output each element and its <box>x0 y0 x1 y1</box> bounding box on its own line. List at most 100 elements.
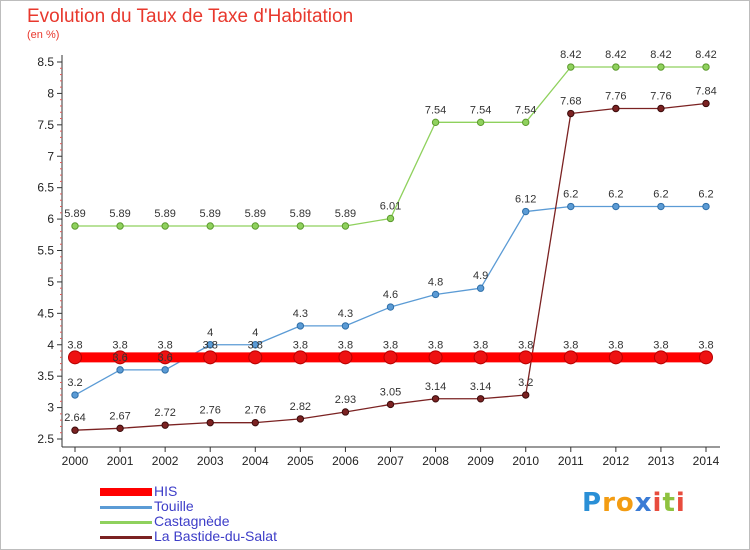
data-point <box>296 222 305 230</box>
x-tick-label: 2003 <box>197 454 224 468</box>
data-label: 5.89 <box>245 208 266 220</box>
data-point <box>386 303 395 311</box>
data-label: 3.8 <box>608 339 623 351</box>
data-point <box>386 400 395 409</box>
data-point <box>431 290 440 299</box>
data-point <box>71 426 79 434</box>
y-tick-label: 7 <box>47 149 54 163</box>
data-label: 3.8 <box>248 339 263 351</box>
legend-item-touille[interactable]: Touille <box>100 498 360 514</box>
logo-letter: x <box>634 488 653 518</box>
x-tick-label: 2002 <box>152 454 179 468</box>
data-label: 8.42 <box>650 49 671 61</box>
data-label: 3.8 <box>518 339 533 351</box>
data-point <box>612 202 620 211</box>
x-tick-label: 2004 <box>242 454 269 468</box>
data-label: 7.76 <box>605 90 626 102</box>
data-point <box>251 222 259 230</box>
data-label: 3.8 <box>653 339 668 351</box>
data-point <box>296 322 305 330</box>
data-label: 3.2 <box>67 377 82 389</box>
x-tick-label: 2010 <box>512 454 539 468</box>
data-point <box>657 63 665 71</box>
data-label: 3.6 <box>157 352 172 364</box>
data-label: 6.01 <box>380 200 401 212</box>
data-point <box>522 118 530 127</box>
data-point <box>386 214 395 223</box>
data-label: 5.89 <box>109 208 130 220</box>
logo-letter: i <box>652 488 663 518</box>
data-label: 3.8 <box>157 339 172 351</box>
data-point-his <box>203 350 218 365</box>
data-label: 6.2 <box>653 189 668 201</box>
legend-item-la-bastide-du-salat[interactable]: La Bastide-du-Salat <box>100 528 360 544</box>
data-point <box>116 222 124 230</box>
data-label: 7.54 <box>470 104 491 116</box>
data-point <box>206 222 214 230</box>
x-tick-label: 2011 <box>558 454 584 468</box>
legend-label: Castagnède <box>154 513 230 529</box>
legend-item-his[interactable]: HIS <box>100 483 360 499</box>
data-point <box>161 366 169 374</box>
data-point-his <box>518 350 533 365</box>
data-point <box>567 109 575 118</box>
data-point <box>341 408 350 416</box>
data-point-his <box>248 350 263 365</box>
y-tick-label: 5 <box>47 275 54 289</box>
y-tick-label: 6 <box>47 212 54 226</box>
data-label: 2.64 <box>64 412 85 424</box>
logo-letter: i <box>675 488 686 518</box>
logo-letter: r <box>602 488 616 518</box>
x-tick-label: 2000 <box>62 454 89 468</box>
data-label: 7.76 <box>650 90 671 102</box>
logo-letter: P <box>582 488 603 518</box>
y-tick-label: 3 <box>47 401 54 415</box>
data-label: 3.8 <box>428 339 443 351</box>
data-point <box>161 222 169 230</box>
data-label: 3.05 <box>380 386 401 398</box>
legend-item-castagnede[interactable]: Castagnède <box>100 513 360 529</box>
y-tick-label: 3.5 <box>37 369 54 383</box>
data-point <box>431 118 440 127</box>
axes: 2.5 3 3.5 4 4.5 5 5.5 6 6.5 7 7.5 8 8.5 2000 2001 2002 2… <box>37 55 720 468</box>
data-point-his <box>338 350 353 365</box>
series-layer <box>68 63 713 434</box>
data-point <box>161 421 169 429</box>
data-point <box>522 207 530 216</box>
data-point <box>206 341 214 349</box>
data-point-his <box>563 350 578 365</box>
data-point <box>116 366 124 374</box>
data-label: 6.12 <box>515 194 536 206</box>
data-label: 7.68 <box>560 96 581 108</box>
data-point-his <box>473 350 488 365</box>
data-label: 2.72 <box>154 407 175 419</box>
data-label: 3.8 <box>338 339 353 351</box>
data-label: 3.8 <box>698 339 713 351</box>
data-point <box>702 99 710 108</box>
legend-label: HIS <box>154 483 178 499</box>
proxiti-logo: Proxiti <box>582 488 686 518</box>
data-point <box>251 341 259 349</box>
data-label: 3.8 <box>203 339 218 351</box>
x-tick-label: 2013 <box>648 454 675 468</box>
data-label: 4.9 <box>473 270 488 282</box>
legend-label: Touille <box>154 498 194 514</box>
data-label: 3.14 <box>470 381 491 393</box>
data-label: 4 <box>207 327 213 339</box>
data-point <box>522 391 530 399</box>
data-label: 3.14 <box>425 381 446 393</box>
data-point <box>341 222 350 230</box>
data-point <box>71 222 79 230</box>
data-point <box>71 391 79 399</box>
data-label: 2.82 <box>290 401 311 413</box>
data-label: 2.76 <box>200 405 221 417</box>
y-tick-label: 2.5 <box>37 432 54 446</box>
data-point-his <box>158 350 173 365</box>
data-label: 6.2 <box>563 189 578 201</box>
data-label: 5.89 <box>200 208 221 220</box>
data-point-his <box>608 350 623 365</box>
logo-letter: o <box>615 488 635 518</box>
data-label: 7.54 <box>515 104 536 116</box>
legend-label: La Bastide-du-Salat <box>154 528 277 544</box>
